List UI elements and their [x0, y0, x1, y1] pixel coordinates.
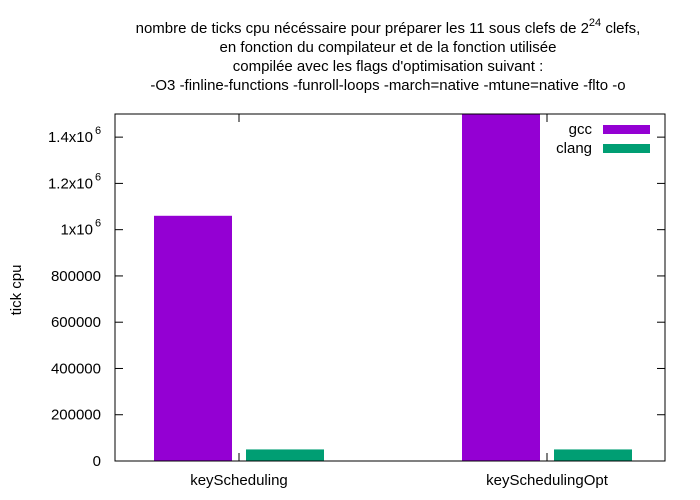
y-tick-label: 600000	[51, 314, 101, 331]
x-axis-ticks: keyScheduling keySchedulingOpt	[190, 114, 609, 489]
legend-label-clang: clang	[556, 140, 592, 157]
legend-swatch-clang	[603, 144, 650, 153]
chart-title-line-4: -O3 -finline-functions -funroll-loops -m…	[150, 77, 625, 94]
y-tick-label: 1.4x10	[48, 129, 93, 146]
legend: gcc clang	[556, 121, 650, 157]
chart-title-line-1: nombre de ticks cpu nécéssaire pour prép…	[136, 17, 641, 37]
chart-title-line-3: compilée avec les flags d'optimisation s…	[233, 58, 544, 75]
y-tick-label: 200000	[51, 407, 101, 424]
bar-gcc	[462, 114, 540, 461]
bar-clang	[554, 449, 632, 461]
x-tick-label: keyScheduling	[190, 472, 288, 489]
y-tick-label: 800000	[51, 268, 101, 285]
legend-swatch-gcc	[603, 125, 650, 134]
y-tick-label: 1x10	[60, 222, 93, 239]
x-tick-label: keySchedulingOpt	[486, 472, 609, 489]
y-tick-exponent: 6	[95, 171, 101, 183]
legend-label-gcc: gcc	[569, 121, 593, 138]
bar-gcc	[154, 215, 232, 461]
bar-clang	[246, 449, 324, 461]
chart-title-exponent: 24	[589, 17, 601, 29]
y-tick-label: 0	[93, 453, 101, 470]
chart-title-main: nombre de ticks cpu nécéssaire pour prép…	[136, 20, 589, 37]
chart-title-suffix: clefs,	[601, 20, 640, 37]
y-tick-exponent: 6	[95, 218, 101, 230]
plot-frame	[114, 113, 666, 462]
bars	[154, 114, 632, 461]
chart-title-line-2: en fonction du compilateur et de la fonc…	[220, 39, 557, 56]
y-tick-label: 1.2x10	[48, 175, 93, 192]
y-axis-label: tick cpu	[8, 265, 25, 316]
y-tick-label: 400000	[51, 360, 101, 377]
y-tick-exponent: 6	[95, 125, 101, 137]
